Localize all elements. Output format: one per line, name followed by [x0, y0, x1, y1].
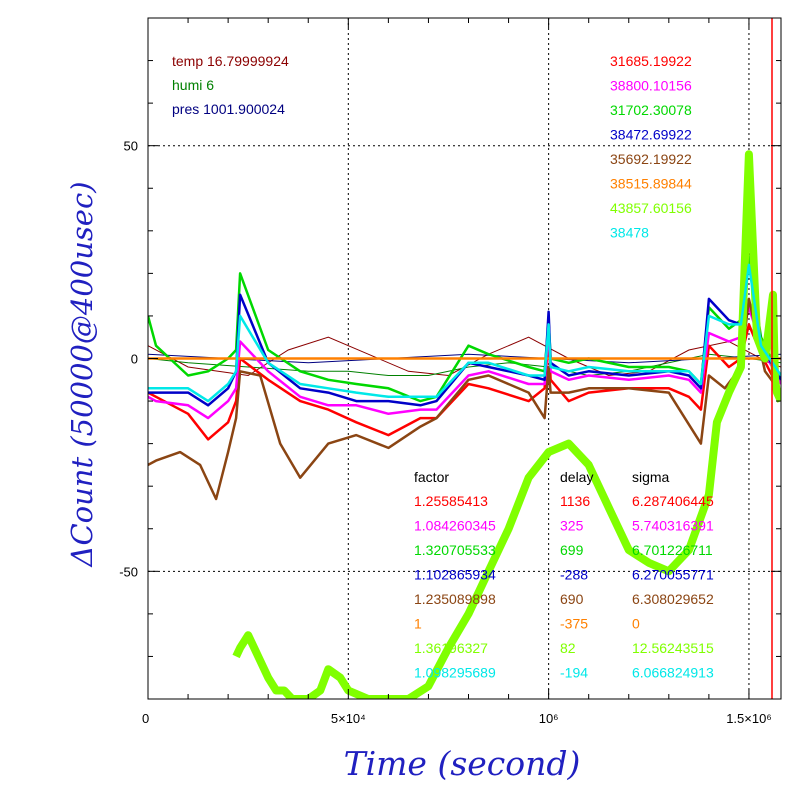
factor-cell: 1.235089898 — [414, 591, 496, 607]
delay-cell: 690 — [560, 591, 584, 607]
delay-cell: -194 — [560, 665, 588, 681]
delay-cell: 325 — [560, 518, 584, 534]
series-line-1 — [148, 323, 781, 441]
sigma-cell: 12.56243515 — [632, 640, 714, 656]
factor-cell: 1.320705533 — [414, 542, 496, 558]
y-tick-label: -50 — [119, 564, 138, 579]
y-axis-title: ΔCount (50000@400usec) — [65, 181, 99, 567]
table-header-factor: factor — [414, 469, 449, 485]
x-tick-label: 5×10⁴ — [331, 711, 366, 726]
series-legend: 31685.19922 38800.10156 31702.30078 38472.6… — [610, 53, 692, 241]
series-legend-label: 38478 — [610, 225, 649, 241]
series-lines — [148, 18, 781, 699]
factor-cell: 1 — [414, 616, 422, 632]
sigma-cell: 6.308029652 — [632, 591, 714, 607]
delay-cell: 699 — [560, 542, 584, 558]
delay-cell: -288 — [560, 567, 588, 583]
factor-cell: 1.36196327 — [414, 640, 488, 656]
env-reading: humi 6 — [172, 77, 214, 93]
series-legend-label: 31685.19922 — [610, 53, 692, 69]
y-tick-label: 0 — [131, 352, 138, 367]
env-curve-pres — [148, 353, 781, 364]
series-line-8 — [148, 263, 781, 403]
env-reading: pres 1001.900024 — [172, 101, 285, 117]
series-legend-label: 31702.30078 — [610, 102, 692, 118]
factor-cell: 1.098295689 — [414, 665, 496, 681]
table-header-delay: delay — [560, 469, 593, 485]
sigma-cell: 0 — [632, 616, 640, 632]
series-legend-label: 38472.69922 — [610, 127, 692, 143]
sigma-cell: 6.066824913 — [632, 665, 714, 681]
x-axis-title: Time (second) — [344, 744, 581, 783]
sigma-cell: 6.701226711 — [632, 542, 713, 558]
sigma-cell: 6.270055771 — [632, 567, 714, 583]
sigma-cell: 6.287406445 — [632, 493, 714, 509]
table-header-sigma: sigma — [632, 469, 670, 485]
x-tick-label: 0 — [142, 711, 149, 726]
axis-ticks: 0 5×10⁴ 10⁶ 1.5×10⁶ 50 0 -50 — [119, 17, 781, 726]
factor-cell: 1.25585413 — [414, 493, 488, 509]
series-line-2 — [148, 306, 781, 420]
factor-cell: 1.102865934 — [414, 567, 496, 583]
factor-cell: 1.084260345 — [414, 518, 496, 534]
series-legend-label: 43857.60156 — [610, 200, 692, 216]
x-tick-label: 10⁶ — [539, 711, 559, 726]
series-legend-label: 38800.10156 — [610, 78, 692, 94]
environment-legend: temp 16.79999924 humi 6 pres 1001.900024 — [172, 53, 289, 117]
env-reading: temp 16.79999924 — [172, 53, 289, 69]
series-legend-label: 35692.19922 — [610, 151, 692, 167]
x-tick-label: 1.5×10⁶ — [726, 711, 771, 726]
y-tick-label: 50 — [124, 139, 138, 154]
delay-cell: -375 — [560, 616, 588, 632]
sigma-cell: 5.740316391 — [632, 518, 714, 534]
series-line-7 — [232, 150, 781, 699]
series-legend-label: 38515.89844 — [610, 176, 692, 192]
delay-cell: 82 — [560, 640, 576, 656]
delay-cell: 1136 — [560, 493, 590, 509]
parameter-table: factor delay sigma 1.25585413 1136 6.28740644… — [414, 469, 714, 681]
series-line-5 — [148, 297, 781, 501]
